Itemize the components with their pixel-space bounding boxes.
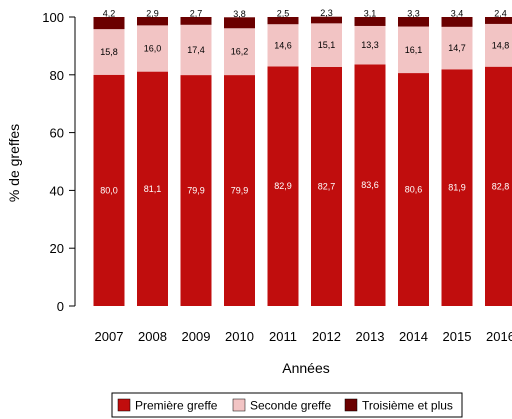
x-tick-label: 2010 — [225, 329, 254, 344]
data-label: 79,9 — [231, 186, 249, 196]
x-tick-label: 2008 — [138, 329, 167, 344]
bar-stack-2008: 81,1 16,0 2,9 — [137, 9, 168, 307]
bar-stack-2010: 79,9 16,2 3,8 — [224, 9, 255, 306]
data-label: 2,5 — [277, 9, 290, 19]
x-tick-label: 2012 — [312, 329, 341, 344]
bars: 80,0 15,8 4,2 81,1 16,0 2,9 79,9 17,4 2,7 79,9 16,… — [94, 8, 512, 306]
data-label: 79,9 — [187, 186, 205, 196]
data-label: 83,6 — [361, 180, 379, 190]
data-label: 3,4 — [451, 9, 464, 19]
x-tick-label: 2011 — [269, 329, 297, 344]
y-tick-label: 20 — [50, 241, 64, 256]
data-label: 82,7 — [318, 181, 336, 191]
y-tick-label: 60 — [50, 126, 64, 141]
data-label: 2,7 — [190, 9, 203, 19]
data-label: 81,1 — [144, 184, 162, 194]
y-axis-title: % de greffes — [6, 124, 22, 202]
bar-stack-2012: 82,7 15,1 2,3 — [311, 8, 342, 306]
legend-label: Seconde greffe — [250, 399, 332, 413]
data-label: 3,8 — [233, 9, 246, 19]
data-label: 2,9 — [146, 9, 159, 19]
data-label: 82,8 — [492, 181, 510, 191]
bar-stack-2015: 81,9 14,7 3,4 — [442, 9, 473, 307]
data-label: 14,7 — [448, 43, 466, 53]
y-tick-label: 0 — [57, 299, 64, 314]
bar-stack-2011: 82,9 14,6 2,5 — [268, 9, 299, 307]
data-label: 81,9 — [448, 183, 466, 193]
data-label: 14,6 — [274, 40, 292, 50]
bar-segment — [94, 17, 125, 29]
data-label: 15,8 — [100, 47, 118, 57]
legend-item: Troisième et plus — [345, 399, 453, 413]
y-axis: 0 20 40 60 80 100 — [42, 10, 75, 314]
y-tick-label: 40 — [50, 183, 64, 198]
data-label: 15,1 — [318, 40, 336, 50]
data-label: 82,9 — [274, 181, 292, 191]
data-label: 3,1 — [364, 9, 377, 19]
data-label: 17,4 — [187, 45, 205, 55]
data-label: 80,6 — [405, 185, 423, 195]
x-axis: 2007 2008 2009 2010 2011 2012 2013 2014 2015 2016 — [95, 329, 512, 344]
x-tick-label: 2013 — [356, 329, 385, 344]
bar-stack-2007: 80,0 15,8 4,2 — [94, 9, 125, 307]
bar-stack-2009: 79,9 17,4 2,7 — [181, 9, 212, 307]
bar-stack-2016: 82,8 14,8 2,4 — [485, 9, 512, 307]
data-label: 2,4 — [494, 9, 507, 19]
legend-label: Troisième et plus — [362, 399, 453, 413]
y-tick-label: 80 — [50, 68, 64, 83]
x-axis-title: Années — [282, 360, 329, 376]
legend: Première greffe Seconde greffe Troisième e… — [112, 393, 462, 417]
legend-swatch — [118, 399, 130, 411]
y-tick-label: 100 — [42, 10, 64, 25]
data-label: 14,8 — [492, 40, 510, 50]
legend-swatch — [345, 399, 357, 411]
data-label: 2,3 — [320, 8, 333, 18]
x-tick-label: 2016 — [486, 329, 512, 344]
x-tick-label: 2015 — [443, 329, 472, 344]
legend-swatch — [233, 399, 245, 411]
data-label: 16,2 — [231, 47, 249, 57]
bar-stack-2013: 83,6 13,3 3,1 — [355, 9, 386, 307]
data-label: 16,1 — [405, 45, 423, 55]
x-tick-label: 2007 — [95, 329, 124, 344]
data-label: 4,2 — [103, 9, 116, 19]
data-label: 3,3 — [407, 9, 420, 19]
x-tick-label: 2014 — [399, 329, 428, 344]
bar-stack-2014: 80,6 16,1 3,3 — [398, 9, 429, 307]
data-label: 13,3 — [361, 40, 379, 50]
data-label: 16,0 — [144, 44, 162, 54]
x-tick-label: 2009 — [182, 329, 211, 344]
legend-label: Première greffe — [135, 399, 218, 413]
data-label: 80,0 — [100, 185, 118, 195]
bar-segment — [224, 17, 255, 28]
